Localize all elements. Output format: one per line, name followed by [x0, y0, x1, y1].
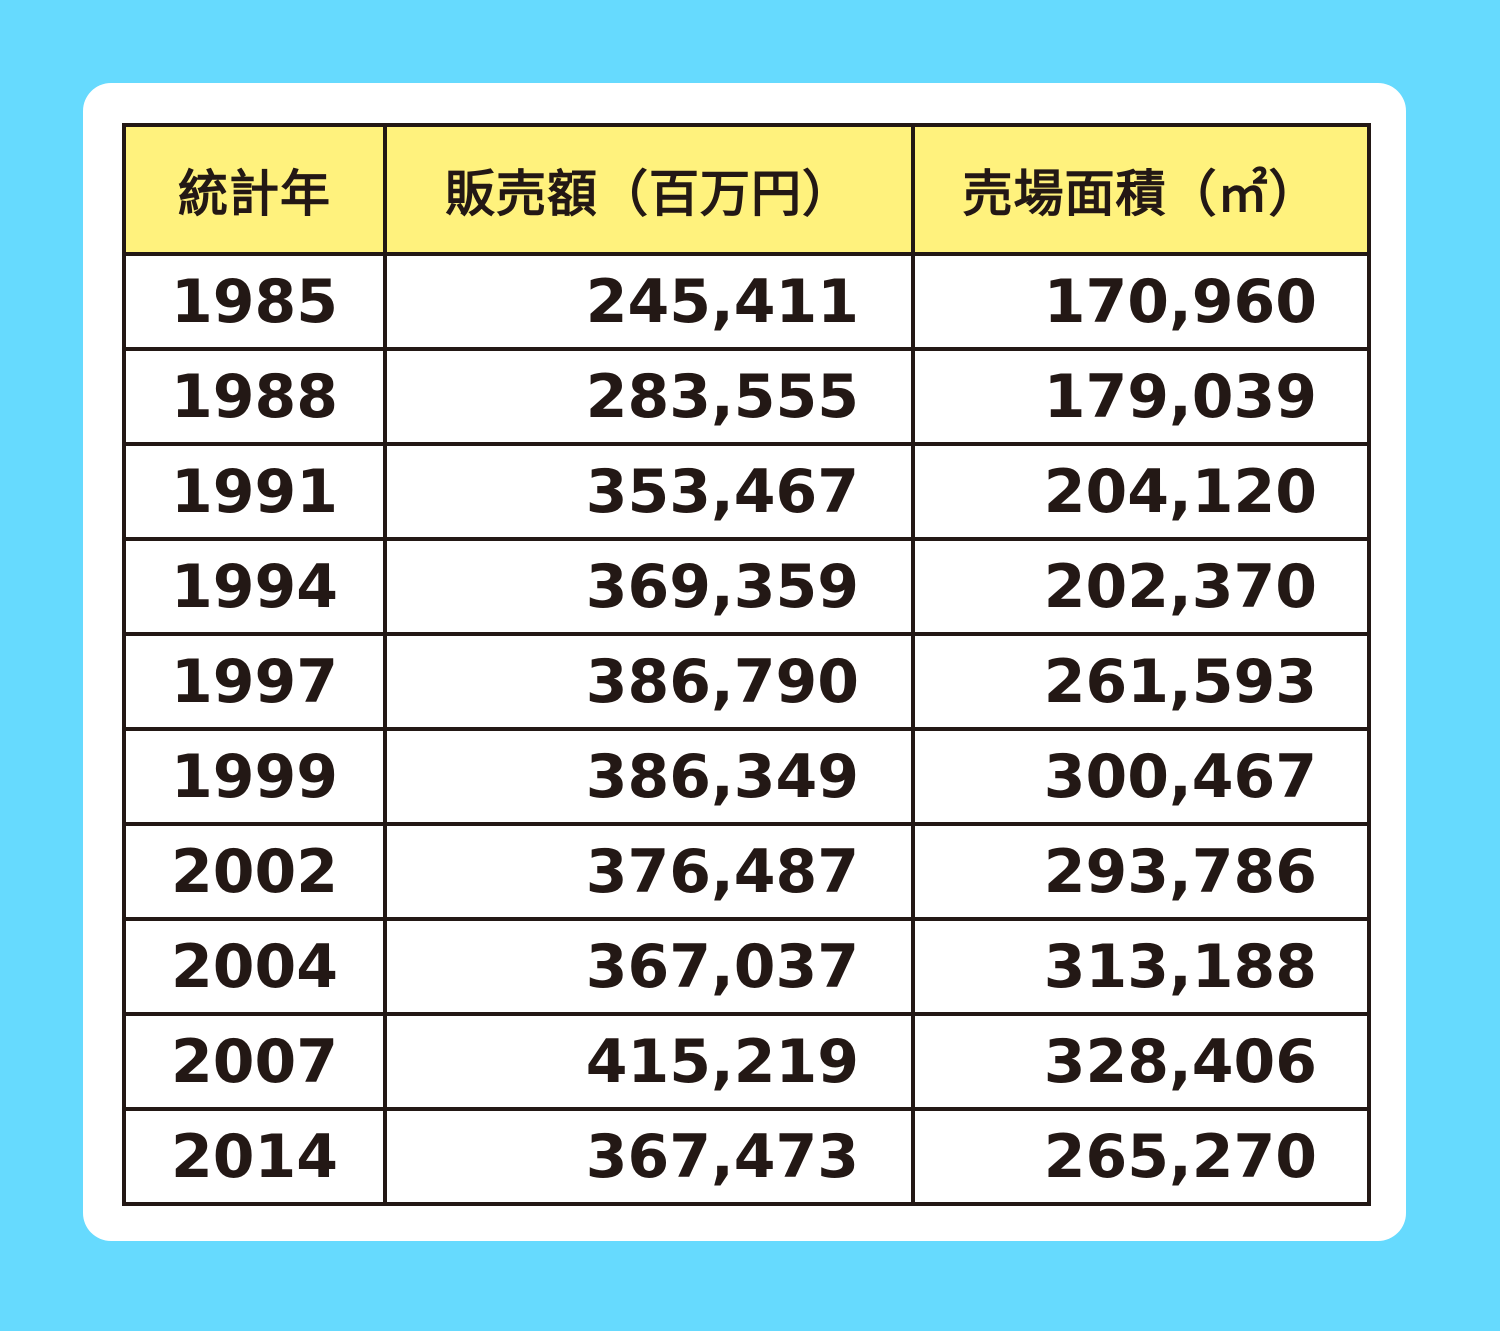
- table-row: 1991 353,467 204,120: [122, 442, 1371, 541]
- cell-sales: 376,487: [383, 822, 915, 921]
- cell-year: 1994: [122, 537, 387, 636]
- table-row: 1997 386,790 261,593: [122, 632, 1371, 731]
- table-row: 2004 367,037 313,188: [122, 917, 1371, 1016]
- table-row: 1994 369,359 202,370: [122, 537, 1371, 636]
- cell-floor-area: 179,039: [911, 347, 1371, 446]
- cell-floor-area: 300,467: [911, 727, 1371, 826]
- cell-year: 1997: [122, 632, 387, 731]
- cell-sales: 353,467: [383, 442, 915, 541]
- cell-floor-area: 170,960: [911, 252, 1371, 351]
- table-row: 1985 245,411 170,960: [122, 252, 1371, 351]
- column-header-floor-area: 売場面積（㎡）: [911, 123, 1371, 256]
- table-row: 1988 283,555 179,039: [122, 347, 1371, 446]
- cell-year: 1991: [122, 442, 387, 541]
- cell-sales: 367,037: [383, 917, 915, 1016]
- cell-year: 1988: [122, 347, 387, 446]
- header-row: 統計年 販売額（百万円） 売場面積（㎡）: [122, 123, 1371, 256]
- cell-floor-area: 204,120: [911, 442, 1371, 541]
- cell-sales: 369,359: [383, 537, 915, 636]
- data-table: 統計年 販売額（百万円） 売場面積（㎡） 1985 245,411 170,96…: [122, 123, 1371, 1206]
- cell-floor-area: 261,593: [911, 632, 1371, 731]
- cell-sales: 367,473: [383, 1107, 915, 1206]
- cell-floor-area: 313,188: [911, 917, 1371, 1016]
- cell-year: 2014: [122, 1107, 387, 1206]
- table-row: 2007 415,219 328,406: [122, 1012, 1371, 1111]
- cell-year: 1985: [122, 252, 387, 351]
- cell-sales: 415,219: [383, 1012, 915, 1111]
- cell-sales: 283,555: [383, 347, 915, 446]
- cell-floor-area: 265,270: [911, 1107, 1371, 1206]
- cell-year: 2004: [122, 917, 387, 1016]
- column-header-sales: 販売額（百万円）: [383, 123, 915, 256]
- table-row: 2002 376,487 293,786: [122, 822, 1371, 921]
- cell-year: 2007: [122, 1012, 387, 1111]
- cell-floor-area: 293,786: [911, 822, 1371, 921]
- cell-sales: 386,790: [383, 632, 915, 731]
- cell-sales: 386,349: [383, 727, 915, 826]
- column-header-year: 統計年: [122, 123, 387, 256]
- cell-year: 2002: [122, 822, 387, 921]
- cell-floor-area: 202,370: [911, 537, 1371, 636]
- cell-floor-area: 328,406: [911, 1012, 1371, 1111]
- table-row: 2014 367,473 265,270: [122, 1107, 1371, 1206]
- cell-sales: 245,411: [383, 252, 915, 351]
- cell-year: 1999: [122, 727, 387, 826]
- table-row: 1999 386,349 300,467: [122, 727, 1371, 826]
